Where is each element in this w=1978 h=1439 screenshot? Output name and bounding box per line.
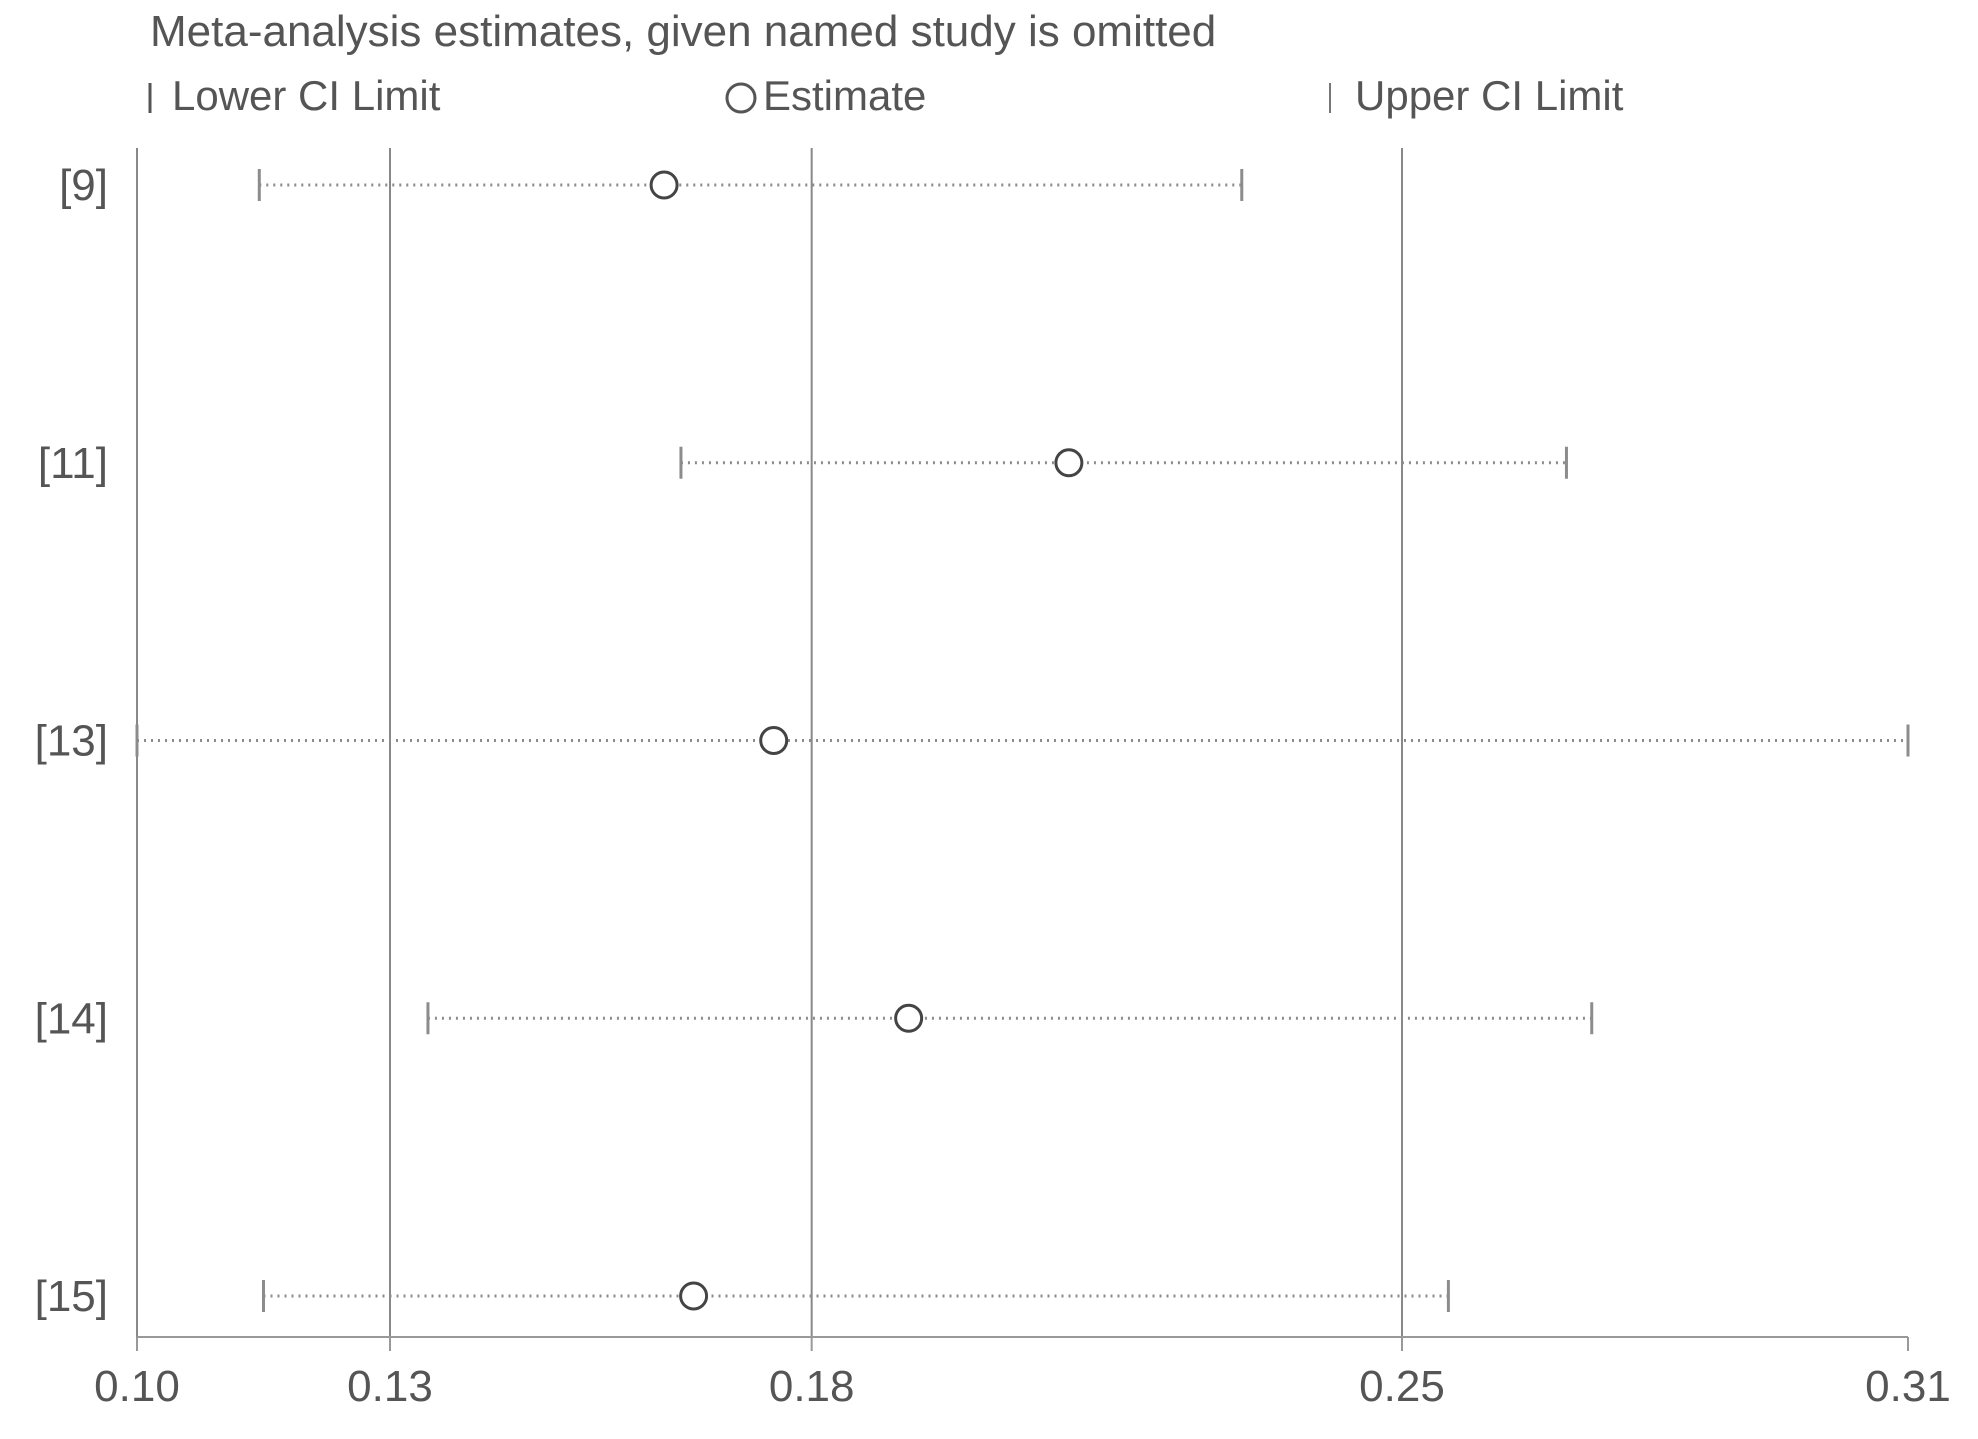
estimate-marker — [759, 726, 789, 755]
x-tick-label-0: 0.10 — [94, 1362, 180, 1411]
legend-estimate-label: Estimate — [763, 72, 926, 119]
x-tick-label-2: 0.18 — [769, 1362, 855, 1411]
study-row-4: [15] — [35, 1272, 1450, 1321]
estimate-marker — [1054, 448, 1084, 478]
legend-estimate-marker — [725, 82, 757, 114]
legend-upper-ci-label: Upper CI Limit — [1355, 72, 1624, 119]
study-label: [13] — [35, 717, 108, 766]
estimate-marker — [649, 170, 679, 200]
study-row-2: [13] — [35, 717, 1910, 766]
chart-title: Meta-analysis estimates, given named stu… — [150, 7, 1216, 56]
estimate-marker — [894, 1003, 924, 1033]
study-label: [9] — [59, 161, 108, 210]
x-tick-label-1: 0.13 — [347, 1362, 433, 1411]
study-row-0: [9] — [59, 161, 1244, 210]
study-rows: [9] [11] [13] [14] [15] — [35, 161, 1910, 1321]
x-tick-label-3: 0.25 — [1359, 1362, 1445, 1411]
x-axis: 0.10 0.13 0.18 0.25 0.31 — [94, 1336, 1951, 1411]
legend: Lower CI Limit Estimate Upper CI Limit — [148, 72, 1624, 119]
study-label: [11] — [38, 439, 108, 488]
study-label: [15] — [35, 1272, 108, 1321]
legend-lower-ci-label: Lower CI Limit — [172, 72, 441, 119]
study-row-3: [14] — [35, 994, 1594, 1043]
study-row-1: [11] — [38, 439, 1568, 488]
x-tick-label-4: 0.31 — [1865, 1362, 1951, 1411]
estimate-marker — [679, 1281, 709, 1311]
study-label: [14] — [35, 994, 108, 1043]
